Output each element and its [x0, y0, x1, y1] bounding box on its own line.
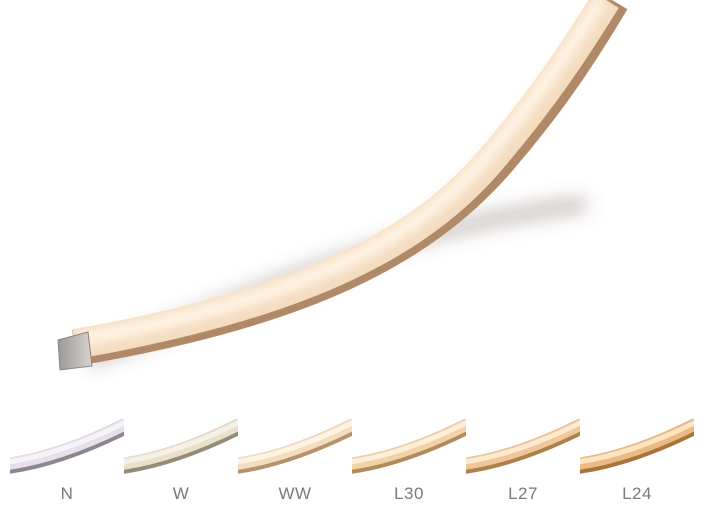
swatch-ww-strip — [238, 418, 352, 474]
swatch-label: L30 — [394, 484, 424, 503]
strip-edge — [71, 0, 628, 366]
swatch-l27-strip — [466, 418, 580, 474]
strip-end-cap — [57, 331, 93, 371]
swatch-label: WW — [278, 484, 312, 503]
color-temperature-swatches: N W WW L30 L27 — [10, 416, 694, 506]
swatch-l24: L24 — [580, 416, 694, 506]
strip-glow — [73, 0, 607, 347]
swatch-label: W — [172, 484, 190, 503]
swatch-n-strip — [10, 418, 124, 474]
swatch-l30-strip — [352, 418, 466, 474]
swatch-l27: L27 — [466, 416, 580, 506]
swatch-label: L24 — [622, 484, 652, 503]
swatch-label: N — [60, 484, 74, 503]
led-strip-hero-image — [57, 0, 628, 371]
swatch-w-strip — [124, 418, 238, 474]
swatch-ww: WW — [238, 416, 352, 506]
swatch-l24-strip — [580, 418, 694, 474]
swatch-n: N — [10, 416, 124, 506]
swatch-l30: L30 — [352, 416, 466, 506]
swatch-w: W — [124, 416, 238, 506]
swatch-label: L27 — [508, 484, 538, 503]
